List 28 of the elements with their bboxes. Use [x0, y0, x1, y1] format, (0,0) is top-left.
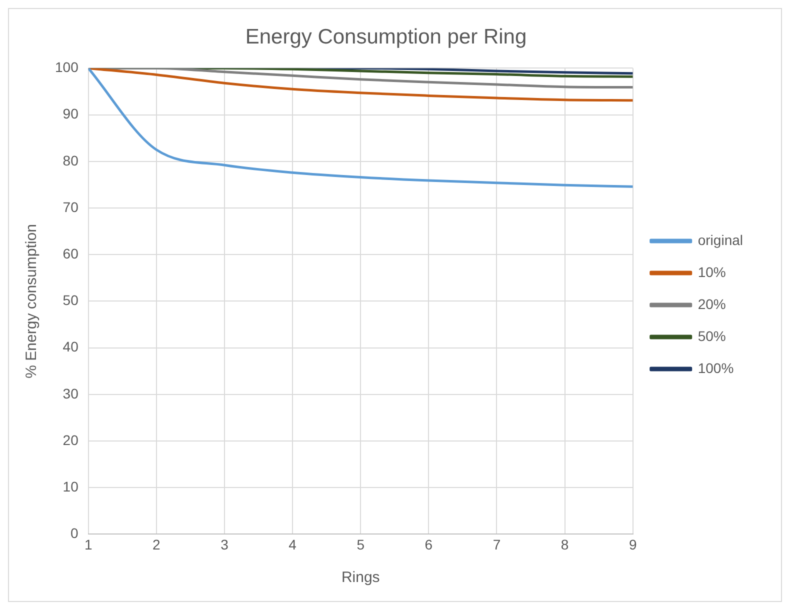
- x-tick-label: 9: [628, 536, 637, 552]
- y-tick-label: 60: [62, 245, 79, 262]
- y-tick-label: 70: [62, 198, 79, 215]
- x-tick-label: 1: [84, 536, 92, 552]
- legend-label: 20%: [698, 296, 726, 312]
- y-tick-label: 20: [62, 432, 79, 448]
- legend-label: original: [698, 232, 744, 248]
- x-tick-label: 2: [152, 536, 161, 552]
- y-tick-label: 80: [62, 152, 79, 168]
- y-tick-label: 40: [62, 338, 79, 355]
- x-axis-title: Rings: [341, 569, 380, 586]
- x-tick-label: 8: [560, 536, 569, 552]
- x-tick-label: 4: [288, 536, 297, 552]
- legend-label: 50%: [698, 328, 726, 344]
- y-tick-label: 30: [62, 385, 79, 402]
- y-axis-title: % Energy consumption: [23, 224, 40, 378]
- x-tick-label: 3: [220, 536, 229, 552]
- legend-label: 10%: [698, 264, 726, 280]
- y-tick-label: 10: [62, 478, 79, 494]
- y-tick-label: 100: [55, 59, 79, 76]
- chart-title: Energy Consumption per Ring: [245, 25, 527, 48]
- y-tick-label: 90: [62, 106, 79, 122]
- x-tick-label: 5: [356, 536, 365, 552]
- legend-label: 100%: [698, 360, 734, 376]
- y-tick-label: 50: [62, 292, 79, 308]
- x-tick-label: 7: [492, 536, 501, 552]
- y-tick-label: 0: [70, 525, 79, 542]
- x-tick-label: 6: [424, 536, 433, 552]
